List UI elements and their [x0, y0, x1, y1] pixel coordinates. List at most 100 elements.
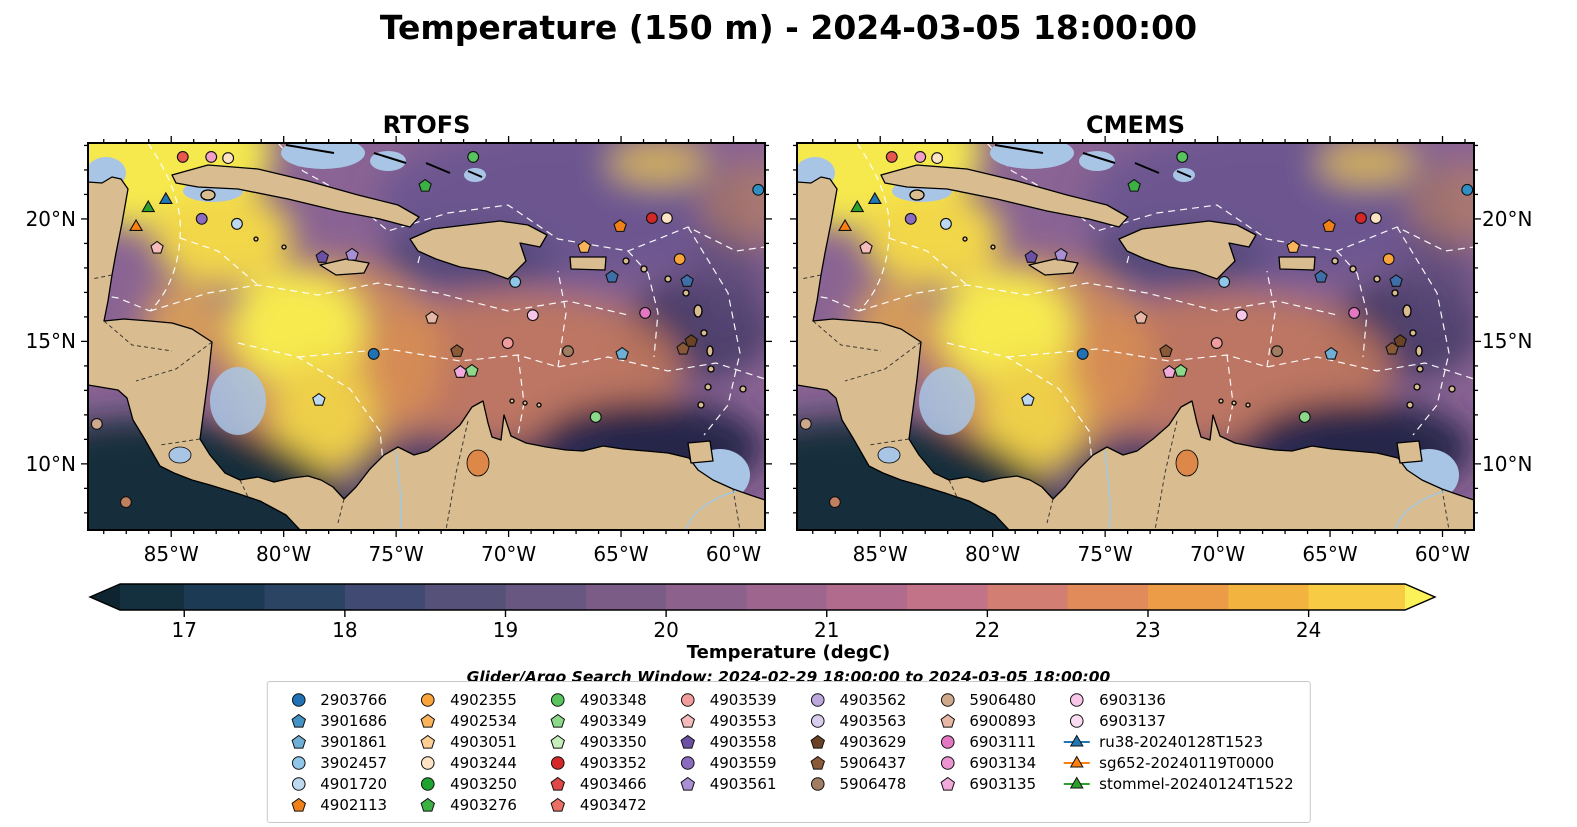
circle-marker-icon [551, 692, 565, 707]
glider-triangle [1070, 733, 1085, 746]
map-marker [450, 344, 464, 357]
lon-tick-label: 70°W [1189, 542, 1246, 566]
legend-item: 4903352 [543, 752, 647, 773]
legend-label: 4903561 [709, 774, 777, 793]
legend-label: ru38-20240128T1523 [1099, 732, 1263, 751]
lon-tick-label: 60°W [1414, 542, 1471, 566]
pentagon-marker-icon [810, 734, 825, 749]
pentagon-marker-icon [940, 776, 955, 791]
map-marker [1271, 345, 1283, 358]
legend-label: 4903276 [450, 795, 517, 814]
pentagon-marker [810, 734, 825, 749]
circle-marker-icon [291, 692, 306, 707]
pentagon-marker [940, 713, 955, 728]
circle-marker [291, 755, 306, 770]
map-marker [931, 152, 944, 165]
lon-tick-label: 65°W [1302, 542, 1358, 566]
pentagon-marker [680, 734, 695, 749]
legend-item: 3902457 [283, 752, 387, 773]
legend-column: 2903766 3901686 3901861 3902457 4901720 49021… [283, 689, 387, 815]
legend-item: ru38-20240128T1523 [1062, 731, 1294, 752]
map-marker [1021, 392, 1035, 406]
map-marker [312, 392, 326, 406]
map-marker [660, 212, 673, 225]
map-marker [676, 341, 690, 355]
circle-marker [1070, 713, 1084, 728]
legend-item: 4903553 [673, 710, 777, 731]
legend-item: 4903350 [543, 731, 647, 752]
legend-item: 4903250 [413, 773, 517, 794]
legend-column: 5906480 6900893 6903111 6903134 6903135 [932, 689, 1036, 815]
map-marker [1235, 309, 1248, 322]
circle-marker [551, 755, 565, 770]
circle-marker-icon [810, 713, 825, 728]
map-marker [645, 212, 658, 225]
circle-marker-icon [810, 692, 825, 707]
triangle-line-marker-icon [1064, 754, 1091, 767]
map-marker [230, 217, 243, 230]
legend-label: 4903562 [839, 690, 907, 709]
legend-label: 4903563 [839, 711, 907, 730]
legend-label: 4903558 [709, 732, 777, 751]
map-marker [1322, 219, 1336, 232]
map-marker [1176, 150, 1189, 163]
map-marker [1385, 341, 1399, 355]
lon-tick-label: 75°W [368, 542, 424, 566]
circle-marker [421, 755, 435, 770]
map-panel-rtofs [81, 136, 772, 537]
legend-column: 4903539 4903553 4903558 4903559 4903561 [673, 689, 777, 815]
pentagon-marker-icon [940, 713, 955, 728]
legend-column: 4903562 4903563 4903629 5906437 5906478 [803, 689, 907, 815]
map-marker [1314, 269, 1328, 283]
legend-label: 4902534 [450, 711, 517, 730]
legend-column: 4902355 4902534 4903051 4903244 4903250 49032… [413, 689, 517, 815]
map-marker [1210, 337, 1223, 350]
circle-marker-icon [291, 755, 306, 770]
lon-tick-label: 75°W [1077, 542, 1133, 566]
map-marker [509, 275, 522, 288]
map-marker [850, 199, 865, 213]
map-marker [119, 496, 132, 509]
map-marker [205, 150, 218, 163]
legend-label: 2903766 [320, 690, 388, 709]
colorbar-tick-label: 24 [1295, 618, 1322, 642]
lon-tick-label: 80°W [965, 542, 1021, 566]
legend-label: 4903629 [839, 732, 907, 751]
pentagon-marker [291, 713, 306, 728]
triangle-line-marker-icon [1064, 733, 1091, 746]
pentagon-marker-icon [550, 797, 566, 812]
map-marker [684, 334, 698, 347]
legend-label: 3901861 [320, 732, 388, 751]
map-marker [1054, 247, 1068, 261]
legend-column: 6903136 6903137 ru38-20240128T1523 sg652-20… [1062, 689, 1294, 815]
triangle-line-marker-icon [1064, 775, 1091, 788]
map-marker [859, 240, 873, 254]
map-marker [914, 150, 927, 163]
legend-item: 4903051 [413, 731, 517, 752]
colorbar-tick-label: 18 [332, 618, 358, 642]
map-marker [129, 218, 144, 232]
lat-tick-label: 10°N [25, 451, 76, 476]
legend-item: 4903559 [673, 752, 777, 773]
legend-label: 6903137 [1099, 711, 1166, 730]
legend-item: stommel-20240124T1522 [1062, 773, 1294, 794]
circle-marker-icon [810, 776, 825, 791]
legend-label: stommel-20240124T1522 [1099, 774, 1294, 793]
legend-label: 6900893 [969, 711, 1037, 730]
map-marker [1354, 212, 1367, 225]
pentagon-marker-icon [420, 713, 436, 728]
pentagon-marker-icon [420, 734, 436, 749]
legend-item: 2903766 [283, 689, 387, 710]
legend-item: 4903558 [673, 731, 777, 752]
glider-triangle [1070, 775, 1085, 788]
map-marker [1348, 306, 1361, 319]
lat-tick-label: 20°N [25, 206, 76, 231]
map-marker [589, 411, 602, 423]
circle-marker [810, 692, 825, 707]
map-marker [577, 240, 591, 253]
legend-item: 4902355 [413, 689, 517, 710]
map-marker [799, 418, 812, 430]
legend-label: 4903472 [579, 795, 647, 814]
legend-item: 4903562 [803, 689, 907, 710]
